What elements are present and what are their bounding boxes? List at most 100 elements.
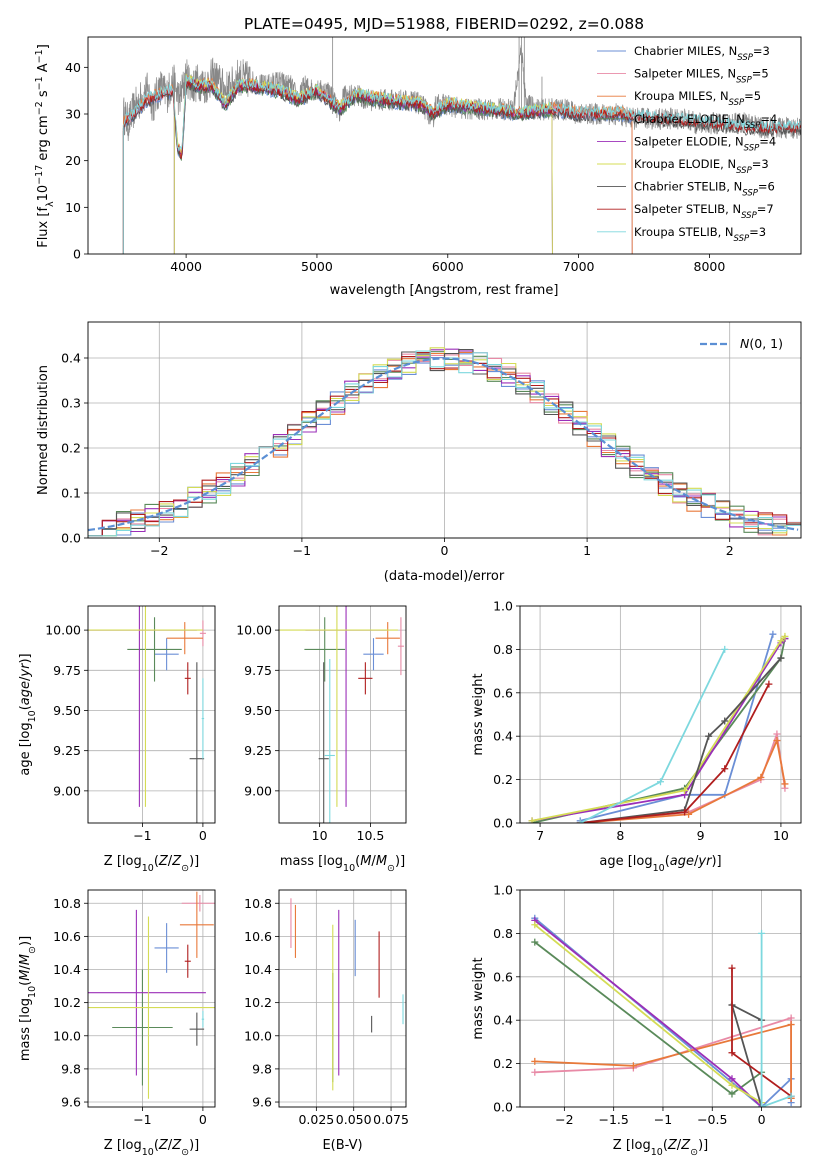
y-tick-label: 10.6: [53, 929, 81, 944]
label-part: (: [663, 1138, 668, 1153]
weight-line-chabrier_miles: [579, 633, 774, 822]
x-axis-label: Z [log10(Z/Z⊙)]: [104, 854, 199, 874]
legend-text: Salpeter ELODIE, N: [634, 134, 744, 148]
legend-subscript: SSP: [741, 211, 757, 221]
y-tick-label: 0.8: [493, 926, 513, 941]
label-part: )]: [18, 653, 33, 663]
weight-marker-kroupa_stelib: [721, 645, 729, 653]
weight-marker-salpeter_stelib: [728, 964, 736, 972]
legend-suffix: =6: [758, 180, 775, 194]
y-axis-label: Normed distribution: [36, 365, 51, 495]
axes-border: [87, 605, 216, 824]
x-tick-label: 5000: [301, 259, 333, 274]
legend-label-chabrier_elodie: Chabrier ELODIE, NSSP=4: [634, 112, 777, 131]
axes-border: [519, 889, 802, 1108]
weight-marker-kroupa_elodie: [531, 921, 539, 929]
axes-border: [87, 889, 216, 1108]
label-part: /: [18, 965, 33, 970]
y-tick-label: 9.50: [53, 703, 81, 718]
plot-area: [528, 630, 789, 823]
x-tick-label: 10: [773, 828, 789, 843]
weight-marker-salpeter_elodie: [728, 1075, 736, 1083]
label-part: )]: [18, 936, 33, 946]
label-part: E(B-V): [322, 1138, 362, 1153]
weight-line-kroupa_miles: [534, 1023, 792, 1099]
y-tick-label: 0.6: [493, 969, 513, 984]
label-part: 10: [27, 986, 38, 998]
label-part: age [log: [18, 722, 33, 775]
y-tick-label: 9.6: [252, 1095, 272, 1110]
weight-marker-kroupa_stelib: [787, 1092, 795, 1100]
x-tick-label: −1: [654, 1112, 672, 1127]
legend-label-kroupa_stelib: Kroupa STELIB, NSSP=3: [634, 225, 766, 244]
label-part: erg cm: [36, 115, 51, 164]
y-tick-label: 10.0: [244, 1028, 272, 1043]
legend-subscript: SSP: [737, 53, 753, 63]
y-tick-label: 0.2: [493, 772, 513, 787]
y-tick-label: 10.6: [244, 929, 272, 944]
y-tick-label: 10.00: [45, 623, 81, 638]
label-part: age [log: [599, 854, 652, 869]
legend-subscript: SSP: [729, 98, 745, 108]
plot-area: [531, 914, 795, 1107]
model-spectrum-salpeter_stelib: [122, 77, 801, 254]
y-tick-label: 9.25: [244, 743, 272, 758]
y-tick-label: 10.8: [244, 896, 272, 911]
label-part: 10: [142, 1147, 154, 1158]
label-part: /: [168, 1138, 173, 1153]
legend-subscript: SSP: [742, 189, 758, 199]
label-part: 10: [343, 863, 355, 874]
y-tick-label: 10.8: [53, 896, 81, 911]
axes-frame: −2 −1 0 1 2 0.0 0.1 0.2 0.3 0.4 (data-model)/error…: [36, 321, 802, 584]
legend-text: Salpeter MILES, N: [634, 67, 736, 81]
label-part: s: [36, 90, 51, 101]
y-tick-label: 9.75: [244, 663, 272, 678]
x-axis-label: mass [log10(M/M⊙)]: [280, 854, 405, 874]
x-tick-label: −1.5: [598, 1112, 628, 1127]
label-part: M: [18, 970, 33, 981]
x-tick-label: 0: [441, 543, 449, 558]
legend-symbol: N: [740, 336, 750, 351]
y-tick-label: 10.4: [244, 962, 272, 977]
x-tick-label: 7: [536, 828, 544, 843]
legend-suffix: =3: [752, 157, 769, 171]
x-tick-label: −2: [555, 1112, 573, 1127]
x-tick-label: 9: [697, 828, 705, 843]
x-axis-label: age [log10(age/yr)]: [599, 854, 721, 874]
label-part: Flux [f: [36, 207, 51, 248]
gridlines: [520, 605, 801, 824]
label-part: Z [log: [613, 1138, 651, 1153]
weight-marker-kroupa_miles: [757, 773, 765, 781]
weight-marker-salpeter_stelib: [765, 680, 773, 688]
legend-args: (0, 1): [749, 336, 783, 351]
legend-subscript: SSP: [745, 121, 761, 131]
y-tick-label: 9.00: [53, 783, 81, 798]
weight-marker-chabrier_elodie: [531, 938, 539, 946]
weight-marker-kroupa_miles: [685, 810, 693, 818]
y-tick-label: 0.4: [493, 729, 513, 744]
y-tick-label: 40: [65, 60, 81, 75]
label-part: mass weight: [471, 957, 486, 1039]
y-tick-label: 0.4: [493, 1013, 513, 1028]
axes-frame: 0.025 0.050 0.075 9.6 9.8 10.0 10.2 10.4 10.6 10.…: [244, 889, 409, 1153]
y-tick-label: 10.0: [53, 1028, 81, 1043]
label-part: Z [log: [104, 854, 142, 869]
label-part: −2: [34, 101, 45, 115]
chart-spectrum: 4000 5000 6000 7000 8000 0 10 20 30 40 wavelength …: [34, 36, 802, 298]
legend-text: Kroupa MILES, N: [634, 89, 729, 103]
weight-marker-salpeter_miles: [773, 730, 781, 738]
y-tick-label: 10.00: [236, 623, 272, 638]
label-part: Z: [667, 1138, 678, 1153]
y-tick-label: 0.4: [61, 351, 81, 366]
label-part: (: [355, 854, 360, 869]
weight-line-salpeter_stelib: [580, 683, 770, 823]
x-tick-label: 10: [312, 828, 328, 843]
label-part: ⊙: [690, 1147, 698, 1158]
y-tick-label: 10.2: [53, 995, 81, 1010]
label-part: −1: [34, 76, 45, 90]
normal-curve-line: [88, 357, 799, 532]
label-part: (data-model)/error: [384, 569, 505, 584]
